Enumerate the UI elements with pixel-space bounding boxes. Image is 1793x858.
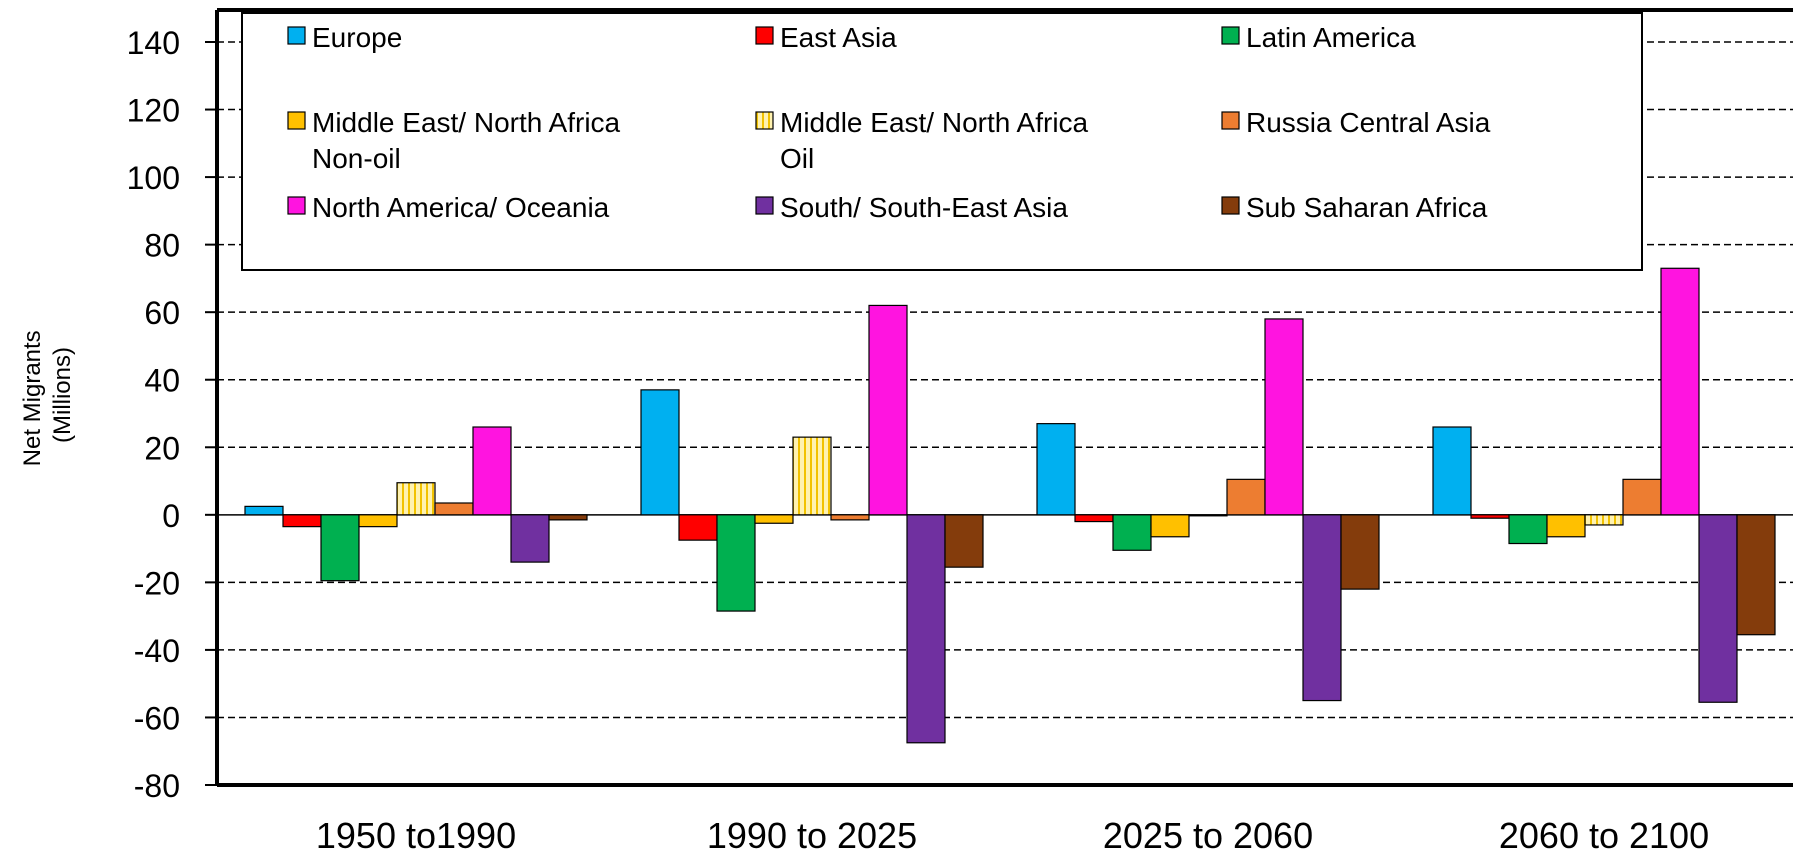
y-tick-label: -40 (134, 633, 180, 669)
bar-north-america-oceania-1 (868, 304, 908, 516)
bar-sub-saharan-africa-3 (1736, 514, 1776, 636)
bar-middle-east-north-africa-non-oil-1 (754, 514, 794, 524)
bar-latin-america-1 (716, 514, 756, 612)
y-tick-label: 100 (127, 160, 180, 196)
bar-north-america-oceania-2 (1264, 318, 1304, 516)
bar-east-asia-2 (1074, 514, 1114, 523)
bar-russia-central-asia-3 (1622, 478, 1662, 516)
bar-russia-central-asia-1 (830, 514, 870, 521)
x-category-label: 1950 to1990 (316, 815, 516, 856)
legend-label: Sub Saharan Africa (1246, 192, 1488, 223)
axes (205, 8, 1793, 787)
legend-box (241, 12, 1643, 271)
legend-swatch (755, 26, 774, 45)
legend-swatch (287, 111, 306, 130)
y-tick-label: 20 (144, 430, 180, 466)
y-axis-label-line-1: Net Migrants (19, 330, 46, 466)
bar-latin-america-2 (1112, 514, 1152, 551)
bar-south-south-east-asia-0 (510, 514, 550, 563)
bar-middle-east-north-africa-oil-0 (396, 482, 436, 516)
bar-middle-east-north-africa-oil-3 (1584, 514, 1624, 526)
legend-swatch (1221, 26, 1240, 45)
bar-sub-saharan-africa-1 (944, 514, 984, 568)
legend-label: South/ South-East Asia (780, 192, 1068, 223)
y-tick-label: 60 (144, 295, 180, 331)
y-axis-label-line-2: (Millions) (49, 347, 76, 443)
y-tick-label: 0 (162, 498, 180, 534)
x-category-labels: 1950 to1990 1990 to 2025 2025 to 2060 2060 … (316, 815, 1709, 856)
bar-europe-0 (244, 505, 284, 516)
y-tick-label: -20 (134, 565, 180, 601)
legend-label: Middle East/ North Africa (312, 107, 621, 138)
x-category-label: 2060 to 2100 (1499, 815, 1709, 856)
x-category-label: 1990 to 2025 (707, 815, 917, 856)
bar-south-south-east-asia-1 (906, 514, 946, 744)
x-category-label: 2025 to 2060 (1103, 815, 1313, 856)
legend-swatch (1221, 111, 1240, 130)
bar-sub-saharan-africa-2 (1340, 514, 1380, 590)
legend-swatch (1221, 196, 1240, 215)
legend-label: Russia Central Asia (1246, 107, 1491, 138)
y-tick-label: 140 (127, 25, 180, 61)
bar-east-asia-1 (678, 514, 718, 541)
bar-europe-1 (640, 389, 680, 516)
bar-east-asia-0 (282, 514, 322, 528)
bar-europe-2 (1036, 423, 1076, 516)
y-tick-label: 120 (127, 93, 180, 129)
bar-south-south-east-asia-2 (1302, 514, 1342, 702)
bar-sub-saharan-africa-0 (548, 514, 588, 521)
legend-swatch (287, 26, 306, 45)
legend-swatch (287, 196, 306, 215)
bar-europe-3 (1432, 426, 1472, 516)
legend-label: East Asia (780, 22, 897, 53)
y-tick-label: 40 (144, 363, 180, 399)
bar-middle-east-north-africa-oil-2 (1188, 514, 1228, 517)
legend-swatch (755, 196, 774, 215)
bar-east-asia-3 (1470, 514, 1510, 519)
legend-label: Europe (312, 22, 402, 53)
bar-north-america-oceania-3 (1660, 267, 1700, 516)
y-tick-label: -80 (134, 768, 180, 804)
legend-label: Middle East/ North Africa (780, 107, 1089, 138)
legend-label: North America/ Oceania (312, 192, 610, 223)
bar-latin-america-3 (1508, 514, 1548, 545)
bar-south-south-east-asia-3 (1698, 514, 1738, 703)
bar-latin-america-0 (320, 514, 360, 582)
legend-label: Oil (780, 143, 814, 174)
bar-middle-east-north-africa-oil-1 (792, 436, 832, 516)
legend-label: Non-oil (312, 143, 401, 174)
y-axis-label: Net Migrants (Millions) (19, 324, 76, 467)
legend: Europe East Asia Latin America Middle East/… (241, 12, 1643, 271)
y-tick-label: 80 (144, 228, 180, 264)
legend-label: Latin America (1246, 22, 1416, 53)
bar-middle-east-north-africa-non-oil-3 (1546, 514, 1586, 538)
bars (244, 267, 1776, 744)
bar-middle-east-north-africa-non-oil-2 (1150, 514, 1190, 538)
bar-russia-central-asia-0 (434, 502, 474, 516)
bar-russia-central-asia-2 (1226, 478, 1266, 516)
bar-middle-east-north-africa-non-oil-0 (358, 514, 398, 528)
y-tick-label: -60 (134, 700, 180, 736)
y-tick-labels: 140 120 100 80 60 40 20 0 -20 -40 -60 -80 (127, 25, 180, 804)
bar-north-america-oceania-0 (472, 426, 512, 516)
legend-swatch (755, 111, 774, 130)
